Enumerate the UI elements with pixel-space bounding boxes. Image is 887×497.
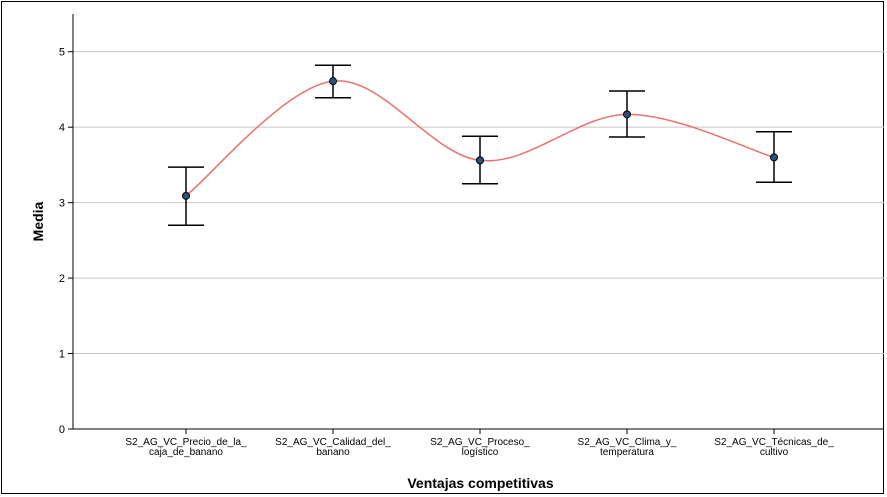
x-tick-label: S2_AG_VC_Clima_y_: [578, 437, 677, 448]
x-tick-label: S2_AG_VC_Calidad_del_: [275, 437, 391, 448]
x-tick-label: S2_AG_VC_Proceso_: [430, 437, 530, 448]
data-point: [476, 156, 484, 165]
y-tick-label: 5: [59, 47, 65, 59]
y-tick-label: 3: [59, 198, 65, 210]
x-tick-label: S2_AG_VC_Precio_de_la_: [125, 437, 247, 448]
data-points: [182, 77, 778, 200]
x-tick-label: logístico: [462, 447, 499, 458]
x-tick-label: banano: [316, 447, 350, 458]
y-tick-label: 2: [59, 273, 65, 285]
y-axis-title: Media: [30, 201, 46, 241]
x-tick-labels: S2_AG_VC_Precio_de_la_caja_de_banano S2_A…: [125, 437, 834, 458]
y-tick-label: 0: [59, 424, 65, 436]
gridlines: [73, 51, 884, 355]
axes: [68, 14, 884, 434]
data-point: [770, 153, 778, 162]
data-point: [329, 77, 337, 86]
error-bars: [168, 64, 792, 227]
y-tick-label: 1: [59, 349, 65, 361]
x-tick-label: S2_AG_VC_Técnicas_de_: [714, 437, 834, 448]
data-point: [182, 191, 190, 200]
x-tick-label: temperatura: [600, 447, 654, 458]
x-tick-label: cultivo: [760, 447, 789, 458]
y-tick-labels: 0 1 2 3 4 5: [59, 47, 65, 436]
data-point: [623, 110, 631, 119]
x-tick-label: caja_de_banano: [149, 447, 223, 458]
y-tick-label: 4: [59, 122, 65, 134]
x-axis-title: Ventajas competitivas: [407, 475, 554, 491]
